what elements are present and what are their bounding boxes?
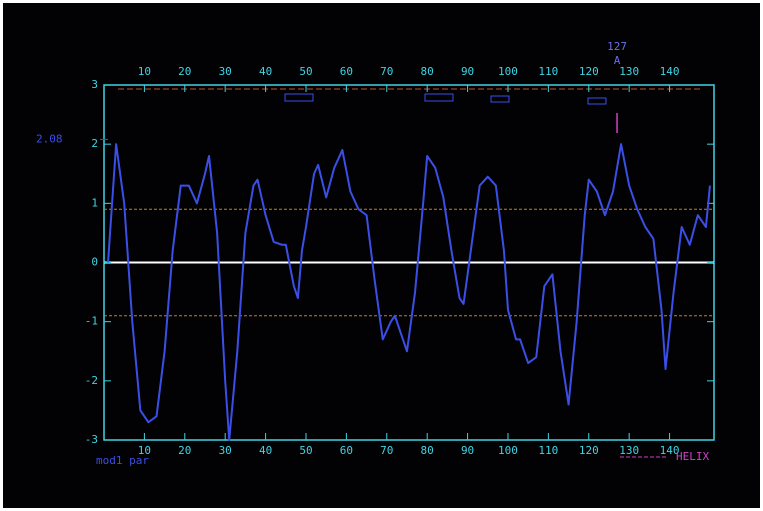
- y-tick-label: 2: [91, 137, 98, 150]
- y-tick-label: -3: [85, 433, 98, 446]
- x-tick-label-top: 10: [138, 65, 151, 78]
- x-tick-label-top: 60: [340, 65, 353, 78]
- x-tick-label-top: 40: [259, 65, 272, 78]
- x-tick-label-top: 90: [461, 65, 474, 78]
- data-line: [107, 143, 711, 441]
- x-tick-label: 50: [299, 444, 312, 457]
- y-tick-label: 0: [91, 256, 98, 269]
- screen: [3, 3, 760, 508]
- x-tick-label: 80: [421, 444, 434, 457]
- x-marker-sublabel: A: [614, 54, 621, 67]
- y-tick-label: -1: [85, 315, 98, 328]
- x-tick-label: 130: [619, 444, 639, 457]
- y-annotation: 2.08: [36, 132, 63, 145]
- y-tick-label: 1: [91, 196, 98, 209]
- y-tick-label: -2: [85, 374, 98, 387]
- helix-box: [490, 95, 510, 103]
- x-tick-label: 110: [538, 444, 558, 457]
- legend-label: HELIX: [676, 450, 709, 463]
- x-tick-label-top: 30: [219, 65, 232, 78]
- x-tick-label-top: 80: [421, 65, 434, 78]
- x-tick-label-top: 50: [299, 65, 312, 78]
- x-tick-label: 70: [380, 444, 393, 457]
- helix-box: [284, 93, 314, 102]
- x-tick-label: 120: [579, 444, 599, 457]
- x-tick-label: 60: [340, 444, 353, 457]
- x-tick-label-top: 130: [619, 65, 639, 78]
- x-tick-label: 90: [461, 444, 474, 457]
- x-tick-label: 40: [259, 444, 272, 457]
- x-tick-label-top: 110: [538, 65, 558, 78]
- x-tick-label-top: 120: [579, 65, 599, 78]
- x-marker-label: 127: [607, 40, 627, 53]
- x-tick-label: 140: [660, 444, 680, 457]
- y-tick-label: 3: [91, 78, 98, 91]
- x-tick-label: 20: [178, 444, 191, 457]
- x-tick-label: 10: [138, 444, 151, 457]
- x-tick-label-top: 70: [380, 65, 393, 78]
- x-tick-label-top: 140: [660, 65, 680, 78]
- helix-box: [587, 97, 607, 105]
- x-tick-label-top: 100: [498, 65, 518, 78]
- x-tick-label: 100: [498, 444, 518, 457]
- axis-label: mod1 par: [96, 454, 149, 467]
- x-tick-label-top: 20: [178, 65, 191, 78]
- helix-box: [424, 93, 454, 102]
- x-tick-label: 30: [219, 444, 232, 457]
